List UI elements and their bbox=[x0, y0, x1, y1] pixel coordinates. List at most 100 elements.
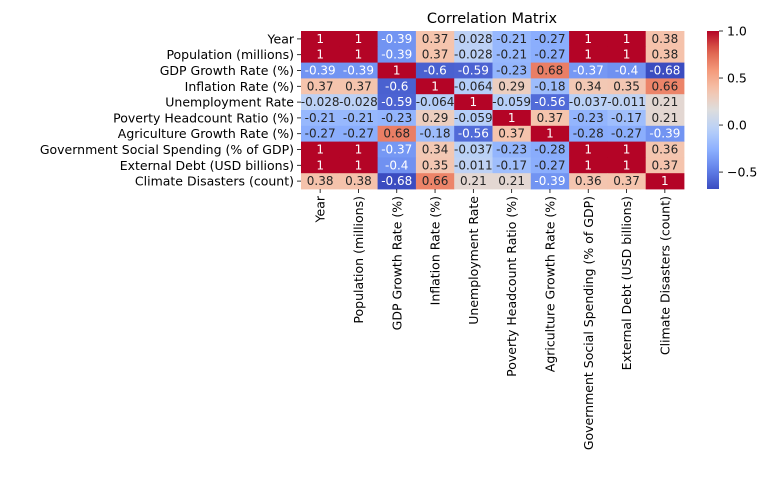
cell-annotation: -0.037 bbox=[454, 143, 493, 157]
cell-annotation: 1 bbox=[470, 95, 478, 109]
heatmap-cell bbox=[301, 125, 340, 142]
heatmap-cell bbox=[645, 78, 685, 95]
heatmap-cell bbox=[607, 78, 647, 95]
cell-annotation: 1 bbox=[316, 158, 324, 172]
cell-annotation: -0.18 bbox=[420, 127, 451, 141]
heatmap-cell bbox=[339, 62, 378, 79]
heatmap-cell bbox=[301, 173, 340, 190]
heatmap-cell bbox=[377, 31, 417, 48]
cell-annotation: -0.23 bbox=[496, 64, 527, 78]
heatmap-cell bbox=[645, 141, 685, 158]
heatmap-cell bbox=[530, 157, 570, 174]
heatmap-cell bbox=[607, 125, 647, 142]
cell-annotation: -0.028 bbox=[454, 48, 493, 62]
cell-annotation: -0.21 bbox=[496, 48, 527, 62]
cell-annotation: 1 bbox=[393, 64, 401, 78]
x-tick-label: Year bbox=[313, 195, 328, 223]
cell-annotation: -0.39 bbox=[343, 64, 374, 78]
heatmap-cell bbox=[569, 110, 608, 127]
colorbar-tick-label: −0.5 bbox=[727, 165, 757, 180]
cell-annotation: 0.21 bbox=[651, 111, 678, 125]
y-tick-label: Government Social Spending (% of GDP) bbox=[40, 142, 294, 157]
cell-annotation: -0.27 bbox=[305, 127, 336, 141]
cell-annotation: -0.18 bbox=[534, 79, 565, 93]
cell-annotation: -0.37 bbox=[573, 64, 604, 78]
heatmap-cell bbox=[301, 157, 340, 174]
heatmap-cell bbox=[454, 62, 493, 79]
x-tick-label: Inflation Rate (%) bbox=[428, 196, 443, 305]
cell-annotation: -0.27 bbox=[343, 127, 374, 141]
y-tick-label: Poverty Headcount Ratio (%) bbox=[113, 110, 294, 125]
cell-annotation: 0.36 bbox=[651, 143, 678, 157]
cell-annotation: 0.34 bbox=[575, 79, 602, 93]
cell-annotation: -0.23 bbox=[381, 111, 412, 125]
cell-annotation: -0.27 bbox=[611, 127, 642, 141]
heatmap-cell bbox=[530, 78, 570, 95]
heatmap-cell bbox=[454, 46, 493, 63]
cell-annotation: -0.037 bbox=[569, 95, 608, 109]
cell-annotation: 1 bbox=[623, 158, 631, 172]
heatmap-cell bbox=[530, 46, 570, 63]
cell-annotation: -0.37 bbox=[381, 143, 412, 157]
y-tick-label: Inflation Rate (%) bbox=[185, 79, 294, 94]
y-tick-label: Unemployment Rate bbox=[165, 95, 294, 110]
heatmap-cell bbox=[415, 78, 455, 95]
cell-annotation: 1 bbox=[623, 48, 631, 62]
cell-annotation: 0.37 bbox=[307, 79, 334, 93]
heatmap-cell bbox=[645, 125, 685, 142]
cell-annotation: 1 bbox=[316, 32, 324, 46]
cell-annotation: 1 bbox=[623, 143, 631, 157]
heatmap-cell bbox=[492, 110, 532, 127]
cell-annotation: -0.68 bbox=[649, 64, 680, 78]
heatmap-cell bbox=[569, 62, 608, 79]
heatmap-cell bbox=[607, 110, 647, 127]
cell-annotation: -0.23 bbox=[496, 143, 527, 157]
cell-annotation: 1 bbox=[355, 48, 363, 62]
heatmap-cell bbox=[645, 62, 685, 79]
y-tick-label: Year bbox=[267, 31, 295, 46]
cell-annotation: 1 bbox=[355, 32, 363, 46]
y-tick-label: Agriculture Growth Rate (%) bbox=[118, 126, 294, 141]
heatmap-cell bbox=[607, 46, 647, 63]
heatmap-cell bbox=[645, 110, 685, 127]
y-tick-label: Climate Disasters (count) bbox=[135, 174, 294, 189]
cell-annotation: -0.6 bbox=[385, 79, 408, 93]
heatmap-cell bbox=[415, 46, 455, 63]
heatmap-cell bbox=[415, 173, 455, 190]
cell-annotation: 0.37 bbox=[498, 127, 525, 141]
heatmap-cell bbox=[377, 173, 417, 190]
cell-annotation: -0.39 bbox=[649, 127, 680, 141]
cell-annotation: 1 bbox=[316, 48, 324, 62]
colorbar-tick-label: 1.0 bbox=[727, 24, 747, 39]
cell-annotation: -0.059 bbox=[454, 111, 493, 125]
colorbar-tick-label: 0.5 bbox=[727, 71, 747, 86]
cell-annotations: 1 1 -0.39 0.37 -0.028 -0.21 -0.27 1 1 0.381 1 -0.39… bbox=[301, 32, 681, 188]
heatmap-cell bbox=[377, 110, 417, 127]
heatmap-cell bbox=[530, 141, 570, 158]
heatmap-cell bbox=[492, 125, 532, 142]
cell-annotation: -0.59 bbox=[458, 64, 489, 78]
heatmap-cell bbox=[492, 173, 532, 190]
heatmap-cell bbox=[530, 31, 570, 48]
heatmap-cell bbox=[492, 78, 532, 95]
y-tick-label: External Debt (USD billions) bbox=[120, 158, 294, 173]
x-tick-label: Government Social Spending (% of GDP) bbox=[581, 196, 596, 450]
heatmap-cell bbox=[415, 141, 455, 158]
cell-annotation: -0.4 bbox=[615, 64, 638, 78]
cell-annotation: -0.011 bbox=[607, 95, 646, 109]
heatmap-cell bbox=[530, 62, 570, 79]
heatmap-cell bbox=[645, 46, 685, 63]
heatmap-cell bbox=[339, 173, 378, 190]
cell-annotation: 0.36 bbox=[575, 174, 602, 188]
cell-annotation: -0.028 bbox=[301, 95, 340, 109]
cell-annotation: -0.28 bbox=[573, 127, 604, 141]
cell-annotation: 0.37 bbox=[422, 32, 449, 46]
cell-annotation: 1 bbox=[584, 32, 592, 46]
cell-annotation: 0.37 bbox=[537, 111, 564, 125]
heatmap-cell bbox=[415, 31, 455, 48]
chart-title: Correlation Matrix bbox=[427, 11, 558, 27]
cell-annotation: 1 bbox=[316, 143, 324, 157]
